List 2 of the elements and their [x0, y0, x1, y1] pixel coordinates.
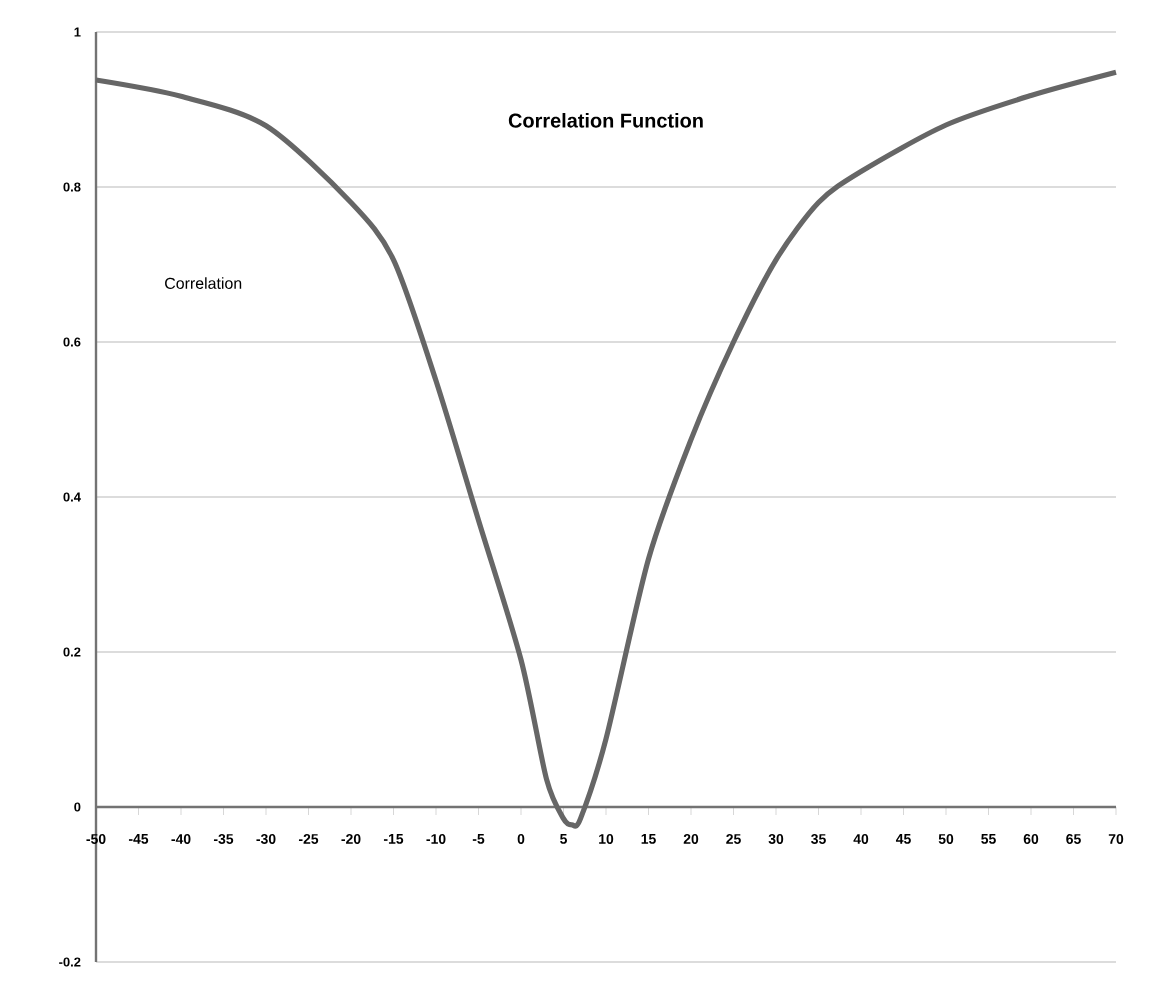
line-series	[93, 69, 1119, 828]
text: Correlation Function	[508, 113, 703, 128]
